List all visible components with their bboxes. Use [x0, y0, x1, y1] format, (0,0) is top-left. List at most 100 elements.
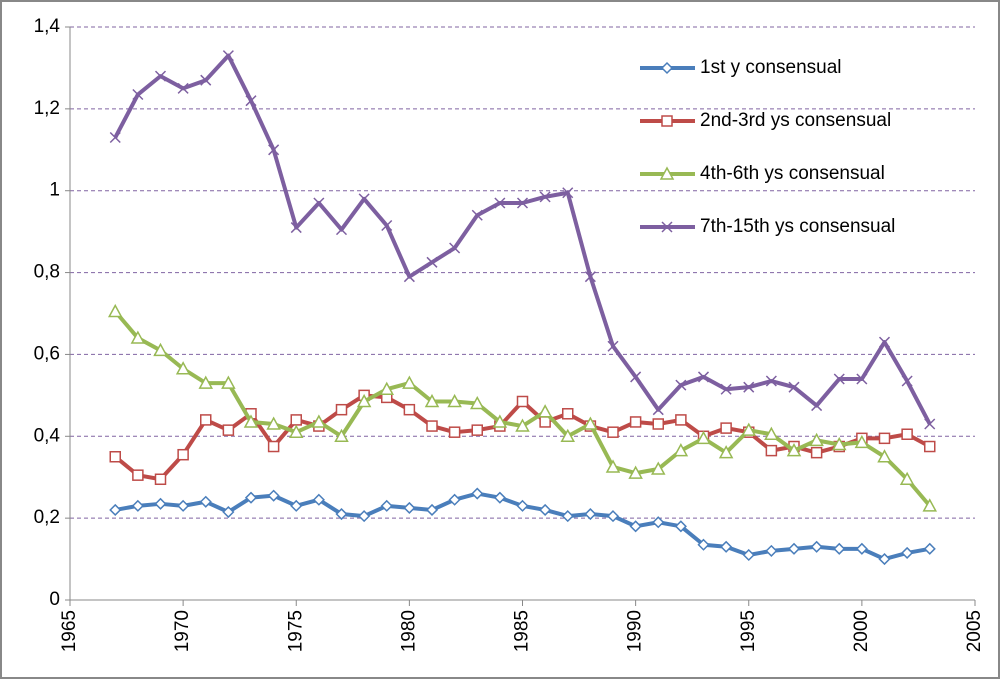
marker [764, 426, 779, 440]
marker [516, 395, 529, 408]
marker [652, 418, 664, 430]
marker [833, 373, 845, 385]
marker [109, 131, 121, 144]
marker [584, 507, 597, 521]
marker [901, 546, 914, 559]
marker [335, 224, 348, 236]
marker [221, 375, 236, 389]
marker [833, 542, 846, 555]
marker [492, 414, 508, 428]
marker [403, 403, 416, 416]
marker [130, 330, 146, 344]
marker [494, 197, 506, 209]
marker [381, 219, 393, 232]
marker [878, 432, 891, 445]
x-tick-label: 1990 [625, 610, 646, 652]
marker [899, 471, 915, 486]
marker [924, 440, 936, 453]
marker [584, 271, 596, 283]
x-tick-label: 2005 [964, 610, 985, 652]
marker [583, 416, 598, 430]
marker [153, 342, 168, 357]
marker [154, 497, 167, 510]
marker [720, 422, 732, 434]
marker [222, 424, 235, 436]
legend-marker [661, 221, 673, 233]
marker [426, 256, 438, 268]
marker [154, 70, 167, 82]
marker [878, 336, 891, 348]
y-tick-label: 1 [49, 180, 60, 201]
marker [696, 430, 711, 445]
legend-label: 2nd-3rd ys consensual [700, 110, 891, 131]
marker [561, 510, 574, 523]
marker [720, 540, 733, 553]
y-tick-label: 0,4 [34, 425, 61, 446]
marker [243, 414, 259, 428]
marker [765, 444, 778, 457]
marker [877, 449, 892, 463]
marker [471, 424, 483, 436]
marker [562, 187, 574, 199]
marker [923, 542, 936, 555]
x-tick-label: 1965 [59, 610, 80, 652]
marker [200, 74, 212, 86]
marker [267, 489, 280, 502]
marker [652, 404, 664, 416]
marker [403, 501, 416, 514]
x-tick-label: 2000 [851, 610, 872, 652]
marker [244, 491, 258, 504]
marker [358, 193, 370, 205]
marker [674, 520, 687, 533]
marker [810, 540, 823, 553]
legend-marker [660, 61, 674, 75]
marker [718, 445, 734, 459]
marker [379, 381, 395, 395]
marker [177, 499, 190, 512]
marker [743, 381, 755, 393]
marker [673, 443, 689, 457]
y-tick-label: 0 [49, 589, 60, 610]
marker [380, 499, 393, 512]
marker [177, 82, 189, 94]
marker [788, 381, 800, 393]
marker [266, 416, 281, 430]
marker [652, 516, 665, 529]
legend-marker [661, 115, 673, 127]
marker [313, 197, 325, 209]
legend-label: 7th-15th ys consensual [700, 216, 895, 237]
x-tick-label: 1980 [398, 610, 419, 652]
marker [425, 503, 439, 517]
y-tick-label: 0,8 [34, 262, 60, 283]
marker [765, 544, 778, 557]
marker [697, 538, 710, 551]
marker [924, 418, 936, 430]
marker [675, 379, 687, 391]
marker [290, 499, 303, 512]
marker [607, 426, 619, 438]
marker [607, 340, 619, 352]
marker [809, 432, 824, 447]
marker [786, 443, 802, 457]
x-tick-label: 1985 [512, 610, 533, 652]
marker [200, 414, 212, 426]
marker [720, 383, 732, 395]
legend-marker [659, 166, 675, 180]
marker [469, 395, 485, 410]
marker [403, 271, 415, 283]
marker [312, 493, 325, 506]
marker [471, 487, 484, 500]
marker [448, 493, 461, 506]
marker [922, 498, 938, 512]
marker [222, 505, 235, 519]
marker [560, 428, 576, 443]
marker [222, 50, 234, 62]
marker [516, 197, 529, 209]
marker [199, 495, 212, 508]
marker [493, 491, 506, 504]
marker [447, 393, 462, 408]
x-tick-label: 1970 [172, 610, 193, 652]
marker [811, 400, 823, 412]
